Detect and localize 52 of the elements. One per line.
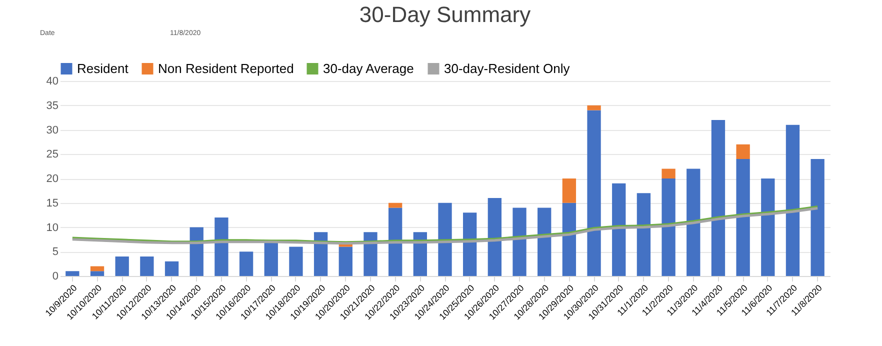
bar (512, 208, 526, 276)
bar (314, 232, 328, 276)
bar (736, 159, 750, 276)
bar (711, 120, 726, 276)
y-tick-label: 35 (46, 100, 58, 112)
y-tick-label: 0 (52, 270, 58, 282)
bar (214, 218, 228, 276)
y-tick-label: 30 (46, 124, 58, 136)
legend-label: 30-day Average (323, 60, 414, 76)
bar (364, 232, 378, 276)
bar (662, 178, 676, 276)
y-tick-label: 25 (46, 148, 58, 161)
bar (810, 159, 824, 276)
bar (388, 202, 402, 208)
legend-label: Resident (77, 60, 129, 76)
bar (438, 202, 452, 276)
bar (338, 246, 352, 276)
bar (636, 193, 651, 276)
bar (140, 256, 154, 276)
bar (562, 202, 576, 276)
bar (115, 256, 129, 276)
y-tick-label: 5 (52, 246, 58, 258)
bar (338, 244, 352, 247)
y-tick-label: 20 (46, 173, 58, 185)
bar (587, 110, 601, 276)
y-tick-label: 10 (46, 222, 58, 234)
bar (239, 252, 254, 276)
bar (289, 246, 303, 276)
bar (463, 212, 477, 276)
bar (413, 232, 427, 276)
bar (488, 198, 502, 276)
bar (786, 124, 800, 276)
bar (538, 208, 552, 276)
bar (388, 208, 402, 276)
y-tick-label: 40 (46, 76, 58, 88)
y-tick-label: 15 (46, 197, 58, 210)
bar (686, 168, 700, 276)
bar (90, 266, 104, 272)
legend-label: Non Resident Reported (158, 60, 294, 76)
bar (587, 105, 601, 110)
bar (612, 183, 626, 276)
bar (562, 178, 576, 203)
bar (761, 178, 775, 276)
chart-title: 30-Day Summary (359, 2, 531, 27)
bar (164, 261, 179, 276)
bar (190, 227, 204, 276)
legend-label: 30-day-Resident Only (444, 60, 570, 76)
bar (66, 271, 80, 276)
bar (736, 144, 750, 159)
bar (90, 271, 104, 276)
bar (264, 242, 278, 276)
bar (662, 168, 676, 178)
